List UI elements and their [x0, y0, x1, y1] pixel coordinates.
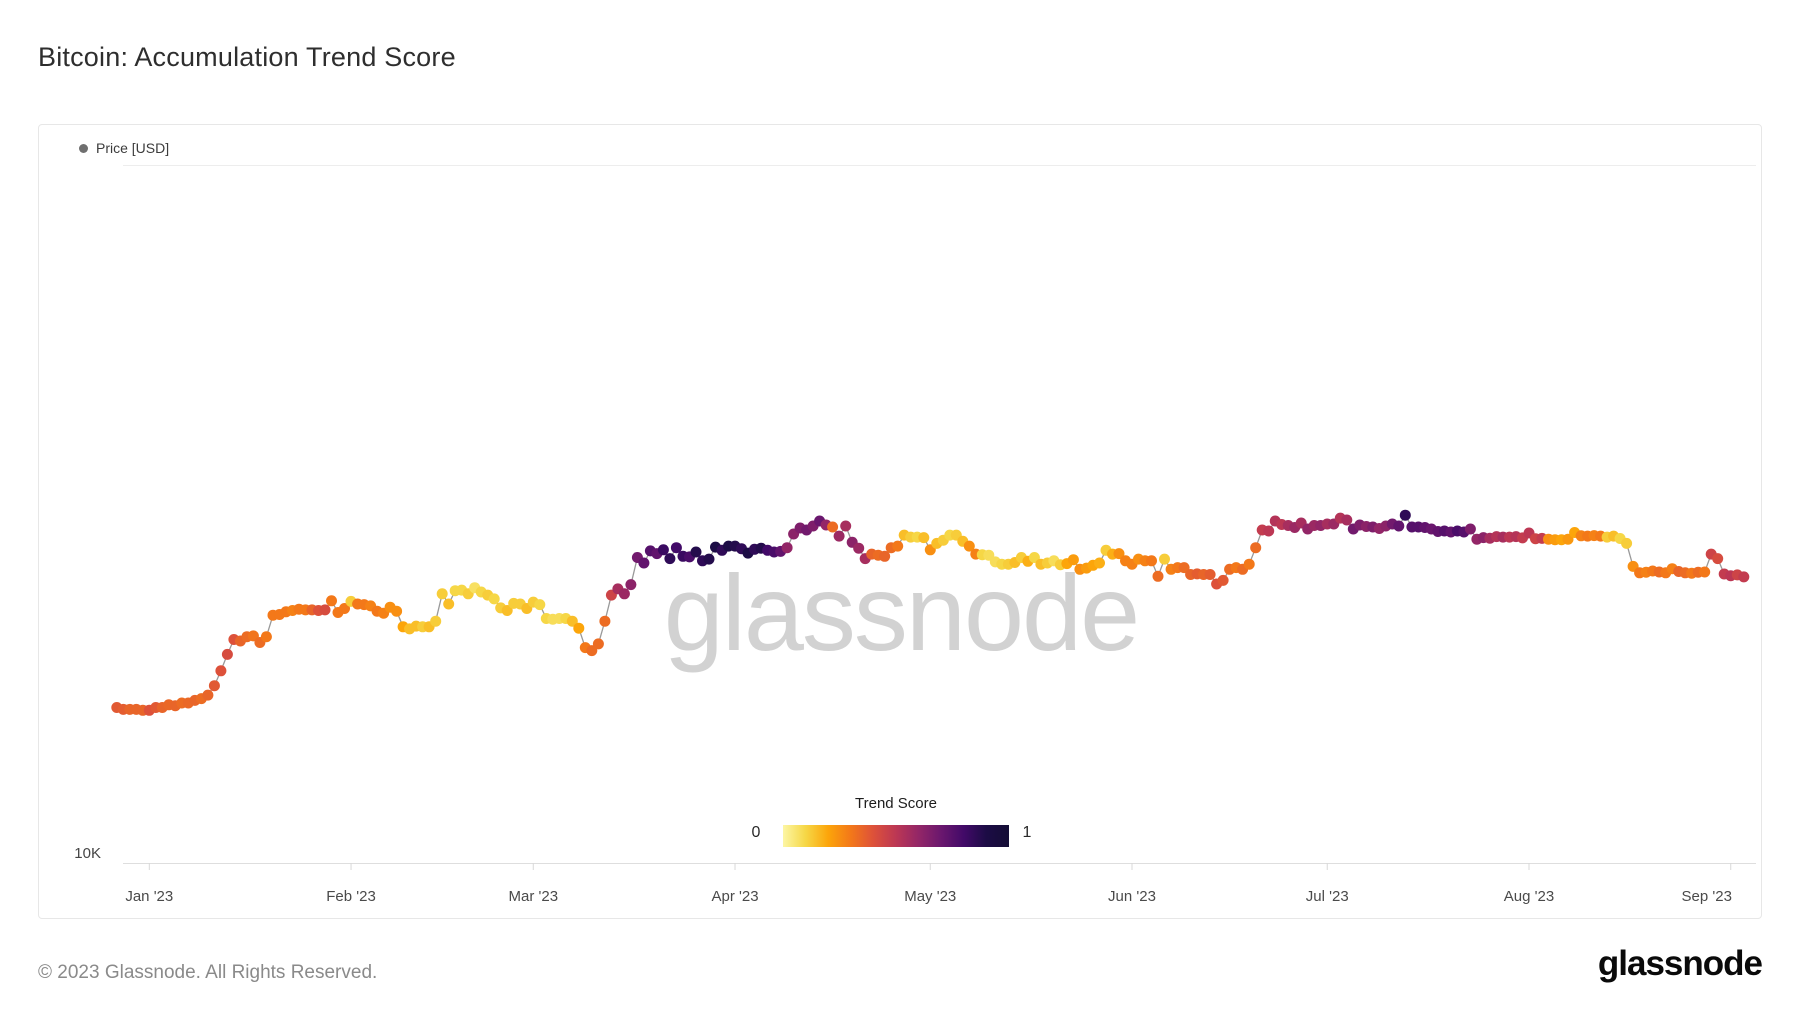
- colorbar-title: Trend Score: [855, 795, 937, 812]
- price-point[interactable]: [215, 665, 227, 677]
- price-point[interactable]: [1159, 553, 1170, 565]
- glassnode-watermark: glassnode: [663, 551, 1140, 673]
- price-point[interactable]: [625, 579, 637, 591]
- x-axis-label: May '23: [904, 888, 957, 905]
- colorbar-gradient: [783, 825, 1009, 847]
- price-point[interactable]: [1243, 558, 1255, 570]
- price-point[interactable]: [918, 532, 930, 544]
- price-point[interactable]: [1152, 570, 1164, 582]
- price-point[interactable]: [1263, 525, 1275, 537]
- price-point[interactable]: [436, 588, 448, 600]
- x-axis-label: Sep '23: [1681, 888, 1732, 905]
- price-point[interactable]: [703, 553, 715, 565]
- x-axis-line: [123, 863, 1756, 864]
- colorbar-min-label: 0: [751, 824, 761, 841]
- y-axis-tick-10k: 10K: [74, 845, 101, 862]
- price-chart-svg[interactable]: [39, 125, 1763, 920]
- price-point[interactable]: [657, 544, 669, 556]
- x-axis-label: Jan '23: [125, 888, 174, 905]
- price-point[interactable]: [690, 546, 702, 558]
- gridline-100k: [123, 165, 1756, 166]
- price-point[interactable]: [1712, 553, 1724, 565]
- price-legend-label: Price [USD]: [96, 140, 170, 156]
- x-axis-label: Feb '23: [326, 888, 376, 905]
- price-point[interactable]: [1464, 523, 1476, 535]
- price-point[interactable]: [1738, 571, 1750, 583]
- price-point[interactable]: [781, 542, 793, 554]
- price-point[interactable]: [1621, 537, 1633, 549]
- price-point[interactable]: [827, 521, 839, 533]
- price-point[interactable]: [443, 598, 455, 610]
- x-axis-label: Jun '23: [1108, 888, 1156, 905]
- price-point[interactable]: [1250, 542, 1262, 554]
- price-point[interactable]: [208, 680, 220, 692]
- price-point[interactable]: [326, 595, 337, 607]
- price-point[interactable]: [1399, 509, 1411, 521]
- price-point[interactable]: [664, 553, 676, 565]
- price-point[interactable]: [1067, 554, 1079, 566]
- price-point[interactable]: [1699, 566, 1711, 578]
- price-point[interactable]: [963, 540, 975, 552]
- x-axis-label: Aug '23: [1503, 888, 1555, 905]
- price-point[interactable]: [638, 557, 650, 569]
- chart-panel: glassnode Price [USD] 10K Jan '23 Feb '23…: [38, 124, 1762, 919]
- price-point[interactable]: [1393, 520, 1405, 532]
- price-point[interactable]: [853, 542, 865, 554]
- price-point[interactable]: [1113, 548, 1125, 560]
- price-point[interactable]: [1094, 557, 1105, 569]
- price-point[interactable]: [592, 638, 604, 650]
- price-point[interactable]: [1341, 514, 1353, 526]
- price-point[interactable]: [260, 631, 272, 643]
- price-point[interactable]: [618, 588, 630, 600]
- price-point[interactable]: [534, 599, 546, 611]
- price-point[interactable]: [892, 540, 904, 552]
- price-point[interactable]: [586, 645, 598, 657]
- price-point[interactable]: [221, 648, 233, 660]
- page-title: Bitcoin: Accumulation Trend Score: [38, 42, 456, 72]
- price-point[interactable]: [391, 605, 403, 617]
- price-point[interactable]: [1146, 555, 1157, 567]
- footer-copyright: © 2023 Glassnode. All Rights Reserved.: [38, 962, 378, 983]
- colorbar-max-label: 1: [1022, 824, 1032, 841]
- price-point[interactable]: [833, 530, 845, 542]
- x-axis-label: Jul '23: [1305, 888, 1349, 905]
- price-point[interactable]: [1217, 574, 1229, 586]
- price-point[interactable]: [566, 615, 578, 627]
- price-legend-dot-icon: [79, 143, 88, 153]
- price-point[interactable]: [319, 604, 331, 616]
- price-point[interactable]: [202, 689, 214, 701]
- price-point[interactable]: [501, 605, 513, 616]
- price-point[interactable]: [670, 542, 682, 554]
- price-point[interactable]: [599, 615, 611, 627]
- price-point[interactable]: [879, 550, 891, 562]
- price-point[interactable]: [430, 615, 442, 627]
- price-legend[interactable]: Price [USD]: [79, 140, 169, 156]
- price-point[interactable]: [573, 622, 585, 634]
- price-point[interactable]: [1204, 569, 1216, 580]
- x-axis-label: Mar '23: [508, 888, 559, 905]
- x-axis-label: Apr '23: [711, 888, 759, 905]
- price-point[interactable]: [488, 593, 500, 605]
- price-point[interactable]: [1562, 533, 1574, 545]
- glassnode-logo: glassnode: [1597, 944, 1763, 983]
- price-point[interactable]: [1178, 562, 1190, 574]
- price-point[interactable]: [339, 603, 350, 614]
- price-point[interactable]: [840, 520, 852, 532]
